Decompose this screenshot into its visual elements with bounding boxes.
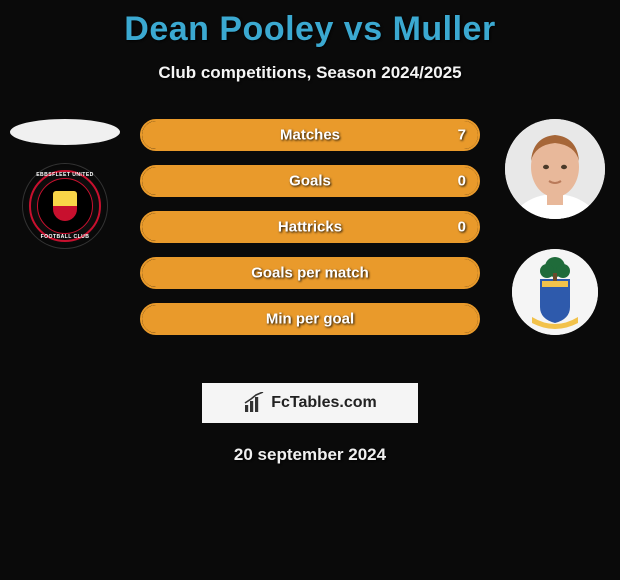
right-column <box>490 119 620 335</box>
stat-bar-label: Goals per match <box>142 265 478 282</box>
footer-date: 20 september 2024 <box>0 445 620 465</box>
brand-chart-icon <box>243 392 265 414</box>
brand-box: FcTables.com <box>202 383 418 423</box>
stat-bar-label: Min per goal <box>142 311 478 328</box>
stat-bars: Matches7Goals0Hattricks0Goals per matchM… <box>140 119 480 349</box>
stat-bar-value-right: 7 <box>458 127 466 144</box>
brand-text: FcTables.com <box>271 394 377 412</box>
club-right-crest <box>512 249 598 335</box>
club-left-crest: EBBSFLEET UNITED FOOTBALL CLUB <box>22 163 108 249</box>
player-right-avatar <box>505 119 605 219</box>
subtitle: Club competitions, Season 2024/2025 <box>0 63 620 83</box>
stat-bar-label: Hattricks <box>142 219 478 236</box>
player-left-avatar <box>10 119 120 145</box>
comparison-area: EBBSFLEET UNITED FOOTBALL CLUB <box>0 119 620 369</box>
stat-bar-label: Goals <box>142 173 478 190</box>
club-left-shield <box>53 191 77 221</box>
club-left-label-top: EBBSFLEET UNITED <box>29 172 100 177</box>
stat-bar: Goals0 <box>140 165 480 197</box>
page-title: Dean Pooley vs Muller <box>0 0 620 49</box>
stat-bar: Matches7 <box>140 119 480 151</box>
club-left-inner <box>37 178 93 234</box>
stat-bar: Hattricks0 <box>140 211 480 243</box>
left-column: EBBSFLEET UNITED FOOTBALL CLUB <box>0 119 130 249</box>
club-left-label-bottom: FOOTBALL CLUB <box>29 234 100 239</box>
player-right-portrait-icon <box>505 119 605 219</box>
stat-bar: Goals per match <box>140 257 480 289</box>
club-right-crest-icon <box>512 249 598 335</box>
stat-bar-label: Matches <box>142 127 478 144</box>
stat-bar-value-right: 0 <box>458 173 466 190</box>
stat-bar: Min per goal <box>140 303 480 335</box>
stat-bar-value-right: 0 <box>458 219 466 236</box>
